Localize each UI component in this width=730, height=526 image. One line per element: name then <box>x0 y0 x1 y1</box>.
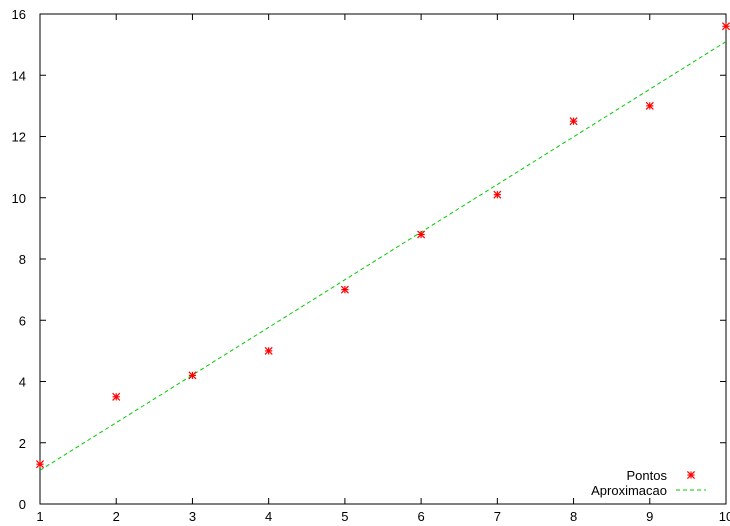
legend-label-pontos: Pontos <box>627 468 668 483</box>
marker-stroke <box>493 190 502 199</box>
x-tick-label: 9 <box>646 509 653 524</box>
data-point <box>417 230 426 239</box>
data-point <box>569 117 578 126</box>
y-tick-label: 10 <box>12 191 26 206</box>
marker-stroke <box>686 470 696 480</box>
x-tick-label: 4 <box>265 509 272 524</box>
legend-label-aproximacao: Aproximacao <box>591 483 667 498</box>
marker-stroke <box>340 285 349 294</box>
series-layer <box>35 22 730 471</box>
data-point <box>35 460 45 469</box>
y-tick-label: 0 <box>19 497 26 512</box>
y-tick-label: 14 <box>12 68 26 83</box>
marker-stroke <box>264 346 273 355</box>
y-tick-label: 8 <box>19 252 26 267</box>
x-tick-label: 8 <box>570 509 577 524</box>
data-point <box>188 371 197 380</box>
data-point <box>112 392 121 401</box>
marker-stroke <box>569 117 578 126</box>
marker-stroke <box>721 22 730 31</box>
x-tick-label: 3 <box>189 509 196 524</box>
y-tick-label: 4 <box>19 375 26 390</box>
marker-stroke <box>35 460 45 469</box>
plot-frame <box>39 13 727 505</box>
data-point <box>721 22 730 31</box>
data-point <box>340 285 349 294</box>
y-tick-label: 12 <box>12 130 26 145</box>
y-tick-label: 16 <box>12 7 26 22</box>
x-tick-label: 7 <box>494 509 501 524</box>
marker-stroke <box>417 230 426 239</box>
x-tick-label: 1 <box>36 509 43 524</box>
y-tick-label: 2 <box>19 436 26 451</box>
marker-stroke <box>645 101 654 110</box>
x-tick-label: 10 <box>719 509 730 524</box>
data-point <box>493 190 502 199</box>
data-point <box>264 346 273 355</box>
marker-stroke <box>188 371 197 380</box>
x-tick-label: 2 <box>113 509 120 524</box>
x-tick-label: 5 <box>341 509 348 524</box>
data-point <box>645 101 654 110</box>
legend-marker-pontos <box>686 470 696 480</box>
fit-line <box>39 41 727 471</box>
y-tick-label: 6 <box>19 313 26 328</box>
marker-stroke <box>112 392 121 401</box>
x-tick-label: 6 <box>417 509 424 524</box>
